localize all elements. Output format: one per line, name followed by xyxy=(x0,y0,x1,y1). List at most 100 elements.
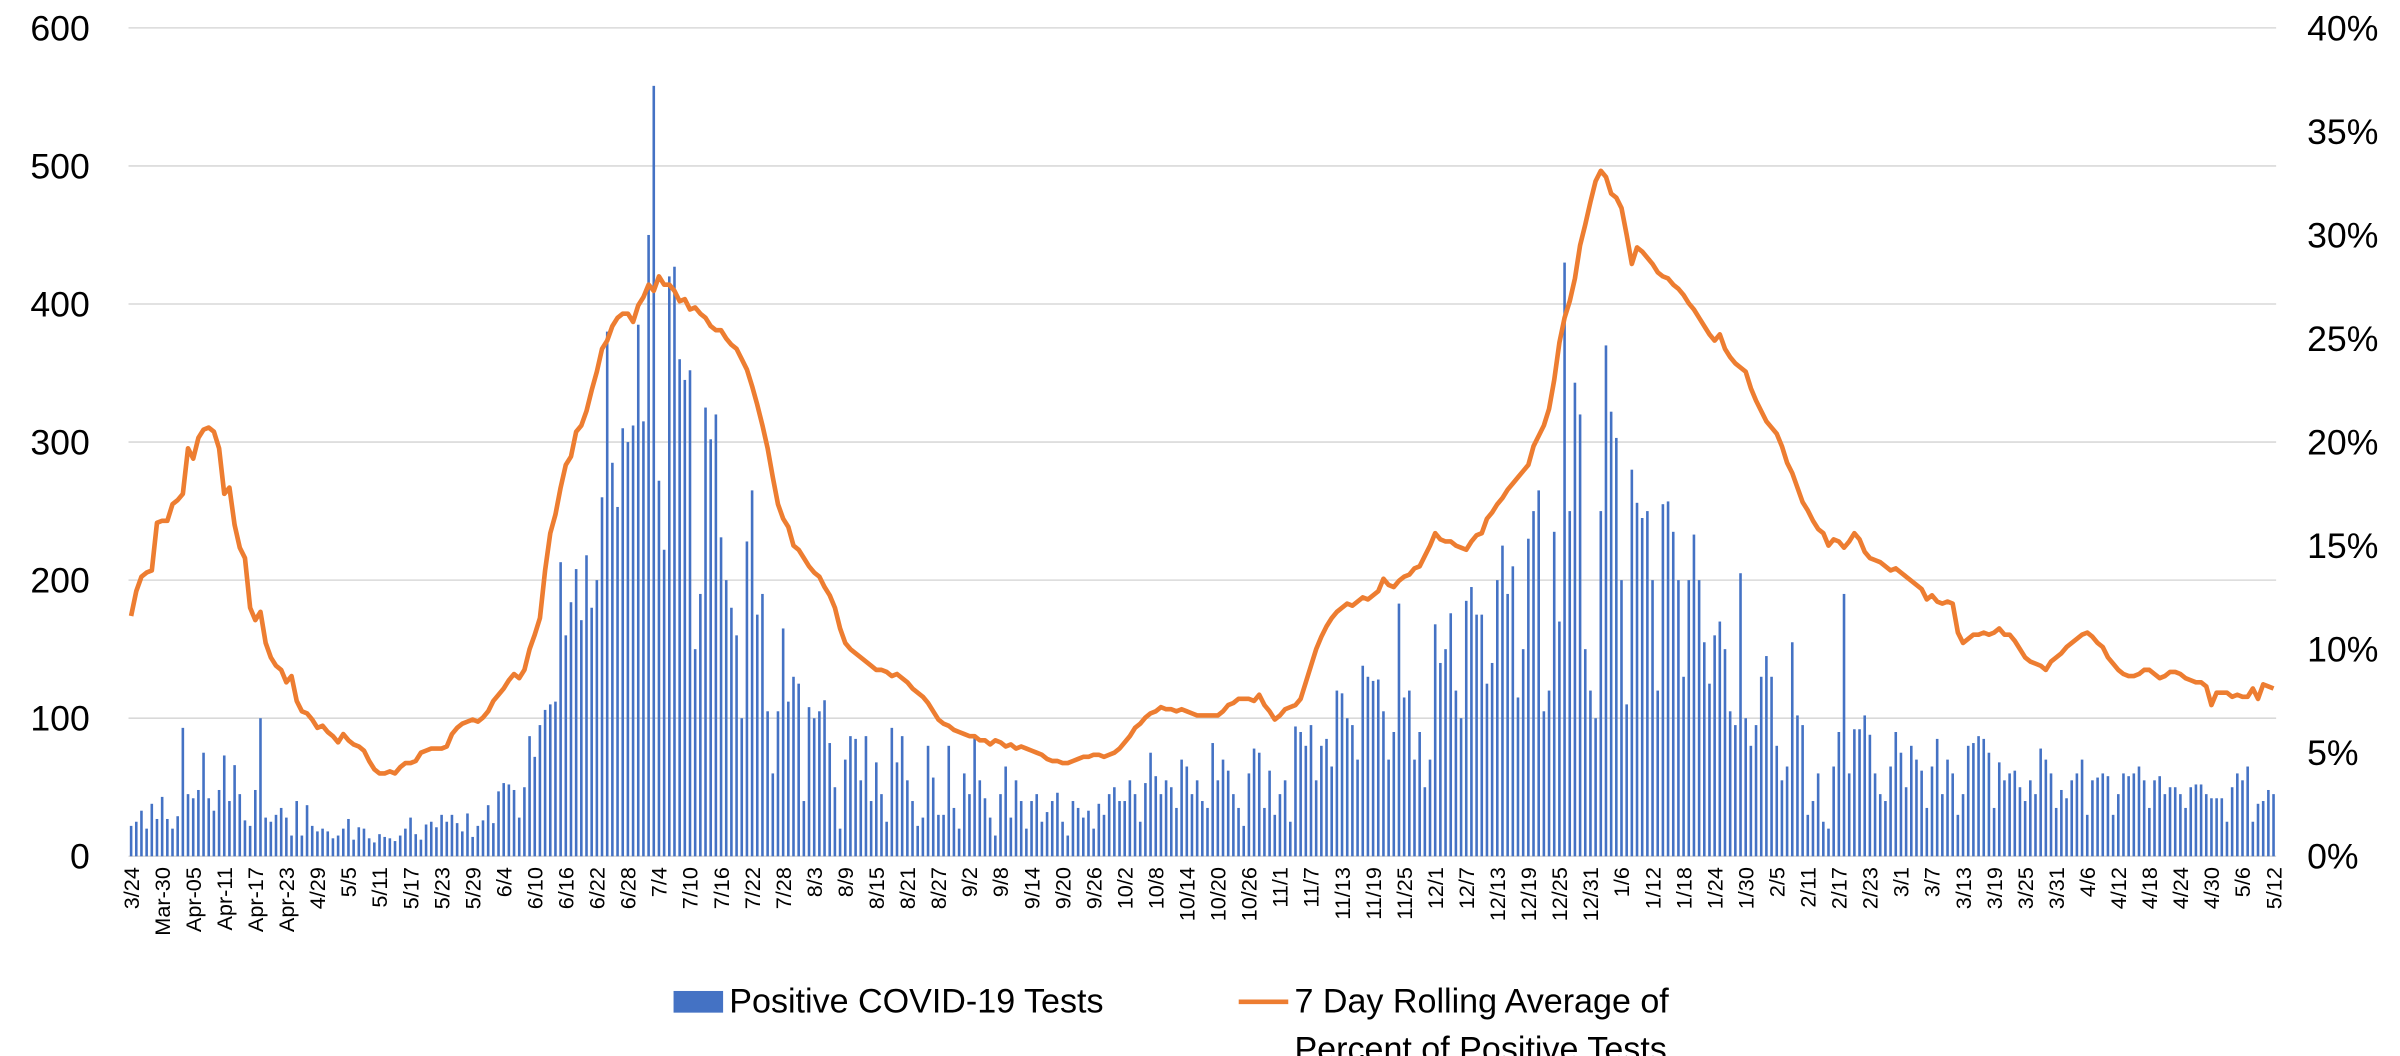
bar xyxy=(497,791,500,857)
bar xyxy=(994,835,997,857)
bar xyxy=(331,838,335,857)
bar xyxy=(911,801,914,857)
bar xyxy=(310,825,314,857)
x-tick-label: 4/29 xyxy=(305,867,330,909)
bar xyxy=(1728,711,1732,857)
x-tick-label: 8/21 xyxy=(895,867,920,909)
bar xyxy=(1563,262,1566,857)
x-tick-label: 3/13 xyxy=(1951,867,1976,909)
bar xyxy=(378,834,381,857)
bar xyxy=(1035,794,1039,857)
bar xyxy=(1376,679,1380,857)
x-tick-label: 2/5 xyxy=(1764,867,1789,897)
bar xyxy=(636,324,640,857)
bar xyxy=(409,817,412,857)
bar xyxy=(1097,803,1101,857)
bar xyxy=(1050,801,1054,857)
bar xyxy=(854,738,857,857)
bar xyxy=(1915,759,1918,857)
x-tick-label: Apr-11 xyxy=(212,867,237,930)
bar xyxy=(1822,821,1825,857)
x-tick-label: 1/18 xyxy=(1671,867,1696,909)
legend-swatch xyxy=(673,990,724,1013)
bar xyxy=(1537,490,1540,857)
bar xyxy=(1889,766,1892,857)
bar xyxy=(1511,566,1515,857)
x-tick-label: 2/17 xyxy=(1827,867,1852,909)
bar xyxy=(1552,531,1556,857)
bar xyxy=(1532,511,1535,857)
bar xyxy=(895,762,899,857)
bar xyxy=(1242,825,1246,857)
bar xyxy=(1247,773,1251,857)
bar xyxy=(2013,770,2017,857)
bar xyxy=(585,555,588,857)
bar xyxy=(197,789,200,857)
bar xyxy=(1744,718,1747,857)
bar xyxy=(1485,683,1489,857)
bar xyxy=(1133,794,1137,857)
bar xyxy=(1490,662,1494,857)
bar xyxy=(1335,690,1339,857)
bar xyxy=(1951,773,1954,857)
bar xyxy=(1806,814,1810,857)
bar xyxy=(1734,725,1737,857)
bar xyxy=(1961,794,1965,857)
bar xyxy=(2137,766,2141,857)
bar xyxy=(1651,580,1654,857)
bar xyxy=(2049,773,2053,857)
bar xyxy=(1925,807,1929,857)
bar xyxy=(1087,810,1090,857)
bar xyxy=(1340,693,1344,857)
bar xyxy=(1014,780,1018,857)
y-tick-label: 100 xyxy=(30,699,89,739)
bar xyxy=(755,614,759,857)
bar xyxy=(2163,794,2167,857)
bar xyxy=(652,85,656,857)
bar xyxy=(1061,821,1064,857)
x-tick-label: 6/22 xyxy=(585,867,610,909)
bar xyxy=(2267,789,2270,857)
bar xyxy=(838,828,842,857)
bar xyxy=(1221,759,1225,857)
bar xyxy=(2179,794,2182,857)
bar xyxy=(1884,801,1887,857)
x-tick-label: Apr-05 xyxy=(181,867,206,932)
bar xyxy=(1759,676,1763,857)
bar xyxy=(1480,614,1484,857)
bar xyxy=(1226,770,1230,857)
bar xyxy=(238,794,242,857)
y2-tick-label: 5% xyxy=(2307,733,2358,773)
x-tick-label: 12/25 xyxy=(1547,867,1572,921)
x-tick-label: 11/25 xyxy=(1392,867,1417,920)
bar xyxy=(1739,573,1742,857)
bar xyxy=(797,683,800,857)
bar xyxy=(1547,690,1551,857)
bar xyxy=(1666,501,1670,857)
x-tick-label: 1/12 xyxy=(1640,867,1665,909)
bar xyxy=(1040,821,1044,857)
bar xyxy=(145,828,148,857)
bar xyxy=(1045,812,1049,857)
bar xyxy=(683,379,687,857)
bar xyxy=(880,794,883,857)
bar xyxy=(611,462,614,857)
bar xyxy=(1780,780,1784,857)
bar xyxy=(580,620,583,857)
bar xyxy=(1790,642,1794,857)
bar xyxy=(828,743,832,857)
bar xyxy=(1816,773,1820,857)
bar xyxy=(973,737,976,857)
legend-label: Positive COVID-19 Tests xyxy=(729,981,1104,1021)
bar xyxy=(1992,807,1996,857)
bar xyxy=(2220,798,2224,857)
bar xyxy=(300,835,304,857)
x-tick-label: 7/4 xyxy=(647,867,672,897)
bar xyxy=(1765,656,1768,857)
bar xyxy=(228,801,231,857)
bar xyxy=(554,701,557,857)
bar xyxy=(461,831,464,857)
bar xyxy=(502,783,505,857)
